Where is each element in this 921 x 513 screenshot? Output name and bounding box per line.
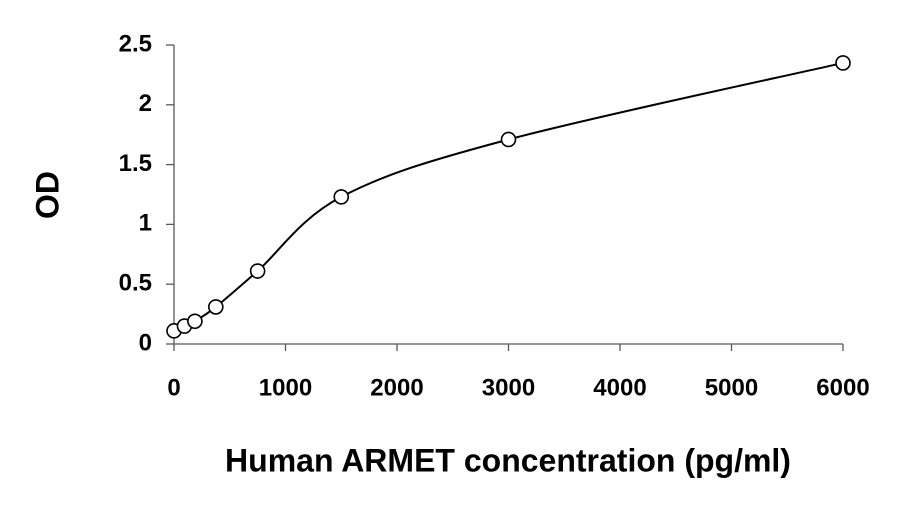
x-tick-label: 0: [167, 374, 180, 401]
data-point: [835, 55, 851, 71]
y-tick-label: 2: [139, 90, 152, 117]
x-tick-label: 1000: [259, 374, 312, 401]
data-point: [249, 263, 266, 279]
y-tick-label: 0.5: [119, 270, 152, 297]
x-tick-label: 4000: [593, 374, 646, 401]
x-tick-label: 3000: [482, 374, 535, 401]
x-tick-label: 6000: [816, 374, 869, 401]
x-tick-label: 2000: [370, 374, 423, 401]
x-tick-label: 5000: [705, 374, 758, 401]
data-point: [500, 131, 517, 148]
x-axis-title: Human ARMET concentration (pg/ml): [225, 442, 791, 478]
y-tick-label: 2.5: [119, 30, 152, 57]
trendline: [173, 61, 844, 332]
y-tick-label: 0: [139, 329, 152, 356]
data-point: [187, 313, 203, 330]
data-point: [333, 189, 350, 205]
y-tick-label: 1.5: [119, 150, 152, 177]
data-point: [208, 299, 224, 315]
y-axis-title: OD: [29, 171, 65, 219]
y-tick-label: 1: [139, 210, 152, 237]
